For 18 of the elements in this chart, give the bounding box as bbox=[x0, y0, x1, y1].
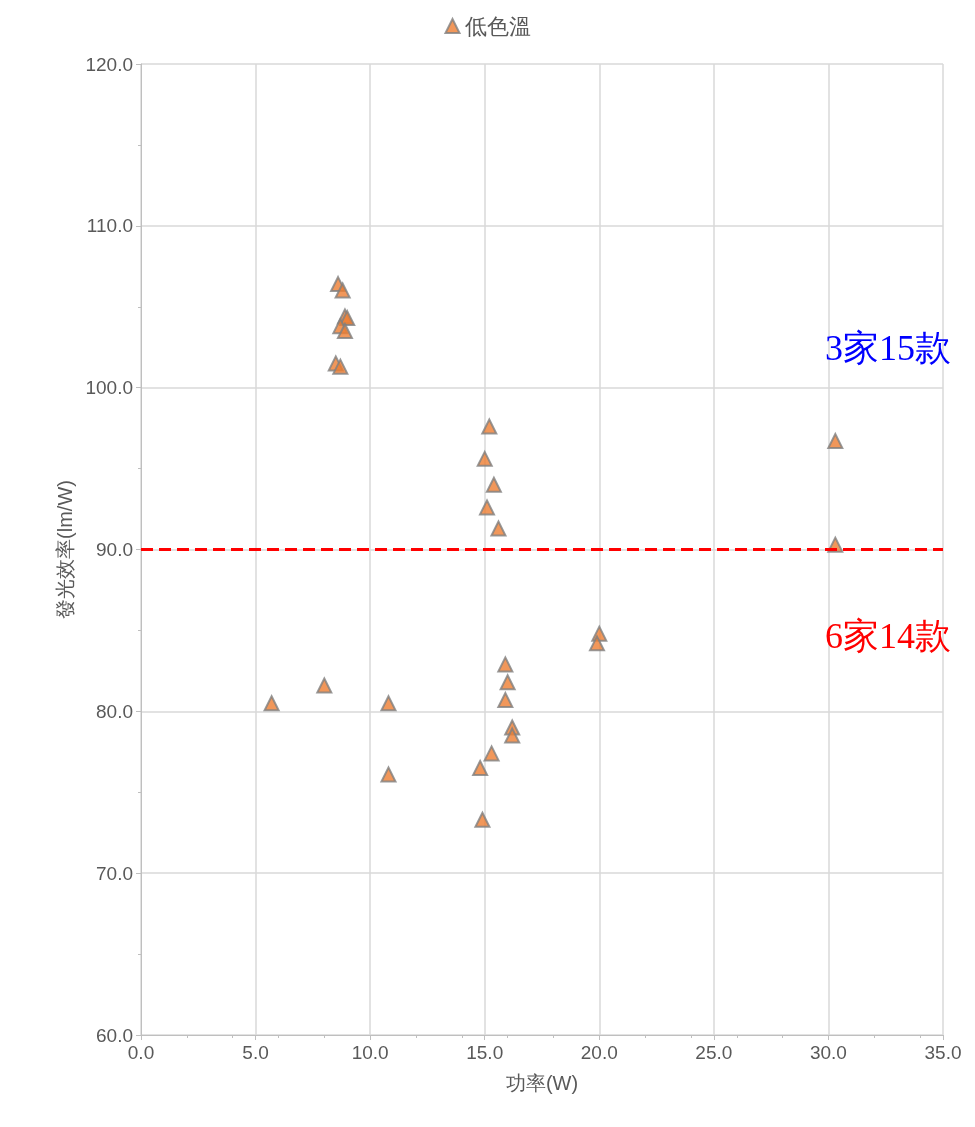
y-tick-label: 80.0 bbox=[96, 700, 133, 722]
y-tick-label: 120.0 bbox=[85, 53, 133, 75]
y-tick-label: 70.0 bbox=[96, 862, 133, 884]
annotation: 6家14款 bbox=[825, 615, 951, 656]
x-tick-label: 35.0 bbox=[924, 1042, 962, 1063]
x-tick-label: 30.0 bbox=[809, 1042, 847, 1063]
x-tick-label: 25.0 bbox=[695, 1042, 733, 1063]
annotation: 3家15款 bbox=[825, 327, 951, 368]
y-tick-label: 110.0 bbox=[86, 215, 133, 237]
x-tick-label: 10.0 bbox=[351, 1042, 389, 1063]
y-axis-title: 發光效率(lm/W) bbox=[53, 480, 76, 619]
x-tick-label: 15.0 bbox=[466, 1042, 504, 1063]
y-tick-label: 90.0 bbox=[96, 539, 133, 560]
y-tick-label: 100.0 bbox=[85, 377, 133, 399]
x-axis-title: 功率(W) bbox=[505, 1072, 579, 1094]
x-tick-label: 20.0 bbox=[580, 1042, 618, 1063]
legend-label: 低色溫 bbox=[464, 13, 531, 39]
x-tick-label: 5.0 bbox=[242, 1042, 269, 1063]
